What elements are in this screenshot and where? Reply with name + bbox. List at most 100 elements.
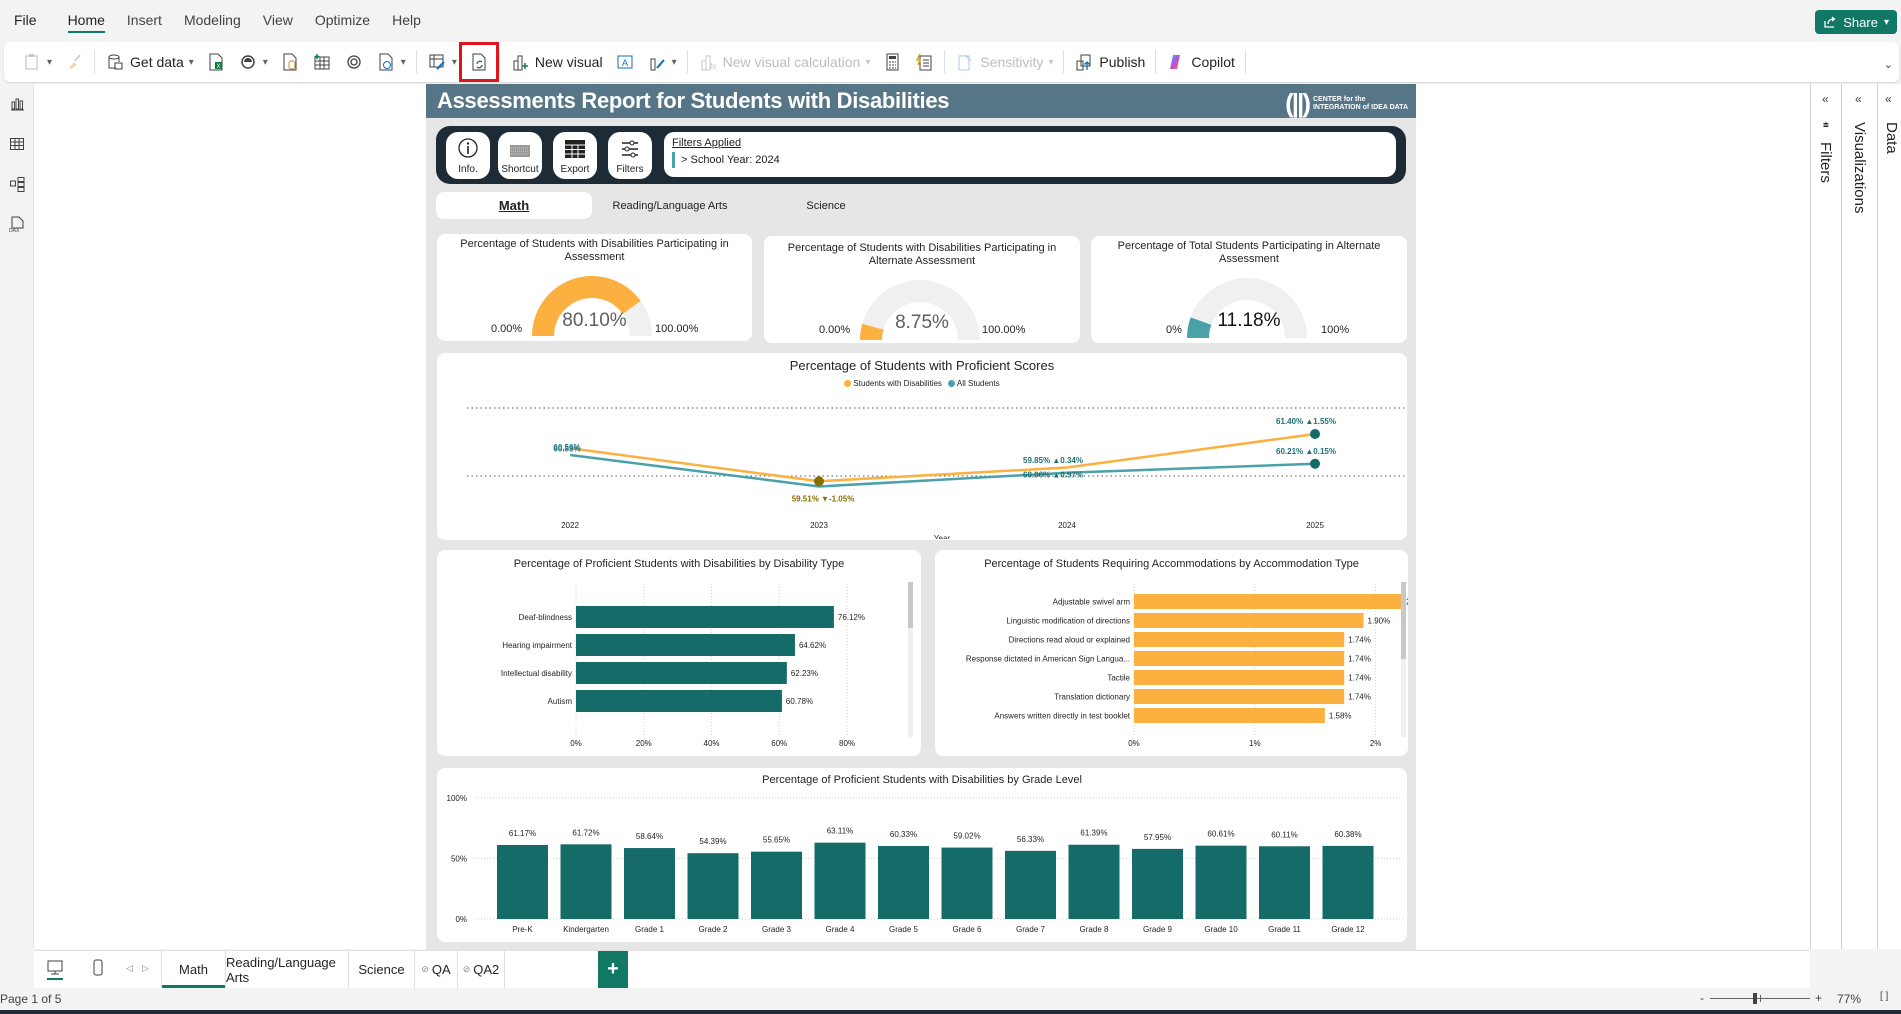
get-data-button[interactable]: Get data ▾ <box>99 46 200 78</box>
new-visual-calculation-button[interactable]: fx New visual calculation ▾ <box>692 46 877 78</box>
format-painter-button[interactable] <box>58 46 90 78</box>
desktop-layout-icon[interactable] <box>46 959 64 986</box>
page-tab-reading[interactable]: Reading/Language Arts <box>225 951 348 988</box>
dataverse-button[interactable] <box>338 46 370 78</box>
share-button[interactable]: Share ▾ <box>1815 10 1897 34</box>
scrollbar-thumb[interactable] <box>908 582 913 628</box>
gauge-arc <box>1187 278 1307 338</box>
gauge-card-participation[interactable]: Percentage of Students with Disabilities… <box>437 234 752 341</box>
sensitivity-button[interactable]: Sensitivity ▾ <box>949 46 1059 78</box>
bar <box>576 662 787 684</box>
add-page-button[interactable]: + <box>598 951 628 988</box>
value-label: 59.02% <box>953 832 980 841</box>
subtab-science[interactable]: Science <box>806 199 846 212</box>
shortcut-button[interactable]: Shortcut <box>498 132 542 179</box>
menu-modeling[interactable]: Modeling <box>183 12 241 28</box>
expand-icon[interactable]: « <box>1822 92 1829 106</box>
gauge-card-total-alternate[interactable]: Percentage of Total Students Participati… <box>1091 236 1407 343</box>
page-tab-math[interactable]: Math <box>161 951 225 988</box>
menu-view[interactable]: View <box>262 12 293 28</box>
scrollbar-thumb[interactable] <box>1401 582 1406 659</box>
recent-sources-button[interactable]: ▾ <box>370 46 412 78</box>
subtab-math[interactable]: Math <box>436 192 592 219</box>
info-label: Info. <box>458 164 478 175</box>
line-chart-card[interactable]: Percentage of Students with Proficient S… <box>437 353 1407 540</box>
page-tab-qa2[interactable]: ⊘ QA2 <box>457 951 505 988</box>
new-visual-button[interactable]: New visual <box>504 46 609 78</box>
menu-file[interactable]: File <box>14 12 37 28</box>
share-icon <box>1824 16 1836 28</box>
zoom-slider[interactable] <box>1710 993 1810 1004</box>
quick-measure-button[interactable] <box>908 46 940 78</box>
divider <box>1155 50 1157 74</box>
filters-pane-label: Filters <box>1817 142 1834 183</box>
paste-button[interactable]: ▾ <box>16 46 58 78</box>
enter-data-button[interactable] <box>306 46 338 78</box>
visualizations-pane[interactable]: « Visualizations <box>1841 84 1877 949</box>
filters-applied-title[interactable]: Filters Applied <box>672 137 742 149</box>
transform-data-button[interactable]: ▾ <box>421 46 463 78</box>
export-button[interactable]: Export <box>553 132 597 179</box>
menu-home[interactable]: Home <box>57 0 116 40</box>
fit-to-page-icon[interactable]: [ ] <box>1880 991 1889 1002</box>
bar <box>1134 689 1345 704</box>
table-view-icon[interactable] <box>0 124 34 164</box>
grade-level-chart-card[interactable]: Percentage of Proficient Students with D… <box>437 768 1407 942</box>
text-box-button[interactable]: A <box>609 46 641 78</box>
series-line-0 <box>569 432 1316 483</box>
info-button[interactable]: Info. <box>446 132 490 179</box>
refresh-button[interactable] <box>458 42 499 82</box>
bar <box>1259 846 1310 919</box>
excel-workbook-button[interactable]: X <box>200 46 232 78</box>
more-visuals-button[interactable]: ▾ <box>641 46 683 78</box>
filters-pane[interactable]: « ⩧ Filters <box>1810 84 1841 949</box>
mobile-layout-icon[interactable] <box>92 959 104 982</box>
onelake-hub-button[interactable]: ▾ <box>232 46 274 78</box>
page-tab-science[interactable]: Science <box>348 951 414 988</box>
ribbon-expand-icon[interactable]: ⌄ <box>1883 59 1893 71</box>
accommodation-chart-card[interactable]: Percentage of Students Requiring Accommo… <box>935 550 1408 756</box>
bar <box>576 690 782 712</box>
subtab-reading[interactable]: Reading/Language Arts <box>612 199 728 212</box>
data-pane[interactable]: « Data <box>1877 84 1901 949</box>
x-axis-title: Year <box>934 534 951 539</box>
menu-help[interactable]: Help <box>392 12 421 28</box>
new-measure-button[interactable] <box>876 46 908 78</box>
report-view-icon[interactable] <box>0 84 34 124</box>
prev-page-icon[interactable]: ◁ <box>126 963 133 973</box>
data-label: 59.85% ▲0.34% <box>1023 456 1083 465</box>
expand-icon[interactable]: « <box>1885 92 1892 106</box>
filters-button[interactable]: Filters <box>608 132 652 179</box>
legend-item[interactable]: All Students <box>947 379 1000 388</box>
expand-icon[interactable]: « <box>1855 92 1862 106</box>
zoom-slider-thumb[interactable] <box>1753 993 1757 1004</box>
next-page-icon[interactable]: ▷ <box>142 963 149 973</box>
category-label: Grade 6 <box>953 925 982 934</box>
menu-insert[interactable]: Insert <box>126 12 162 28</box>
chart-scrollbar[interactable] <box>908 582 913 737</box>
legend-item[interactable]: Students with Disabilities <box>844 379 942 388</box>
value-label: 60.38% <box>1334 830 1361 839</box>
dax-query-view-icon[interactable]: DAX <box>0 204 34 244</box>
chart-title: Percentage of Proficient Students with D… <box>513 558 845 570</box>
gauge-value: 11.18% <box>1217 310 1281 331</box>
disability-type-chart-card[interactable]: Percentage of Proficient Students with D… <box>437 550 921 756</box>
chart-scrollbar[interactable] <box>1401 582 1406 737</box>
bar <box>1132 848 1183 919</box>
zoom-out-button[interactable]: - <box>1700 991 1704 1005</box>
zoom-in-button[interactable]: + <box>1815 991 1823 1005</box>
table-grid-icon <box>564 139 586 162</box>
x-tick-label: 2022 <box>561 521 579 530</box>
copilot-button[interactable]: Copilot <box>1160 46 1241 78</box>
sql-server-button[interactable] <box>274 46 306 78</box>
gauge-card-swd-alternate[interactable]: Percentage of Students with Disabilities… <box>764 236 1080 343</box>
value-label: 62.23% <box>791 669 818 678</box>
value-label: 2.22% <box>1406 598 1408 607</box>
x-tick-label: 0% <box>1128 739 1140 748</box>
publish-button[interactable]: Publish <box>1068 46 1151 78</box>
model-view-icon[interactable] <box>0 164 34 204</box>
menu-optimize[interactable]: Optimize <box>314 12 371 28</box>
value-label: 61.17% <box>509 829 536 838</box>
page-tab-qa[interactable]: ⊘ QA <box>414 951 457 988</box>
bar <box>1195 845 1247 919</box>
